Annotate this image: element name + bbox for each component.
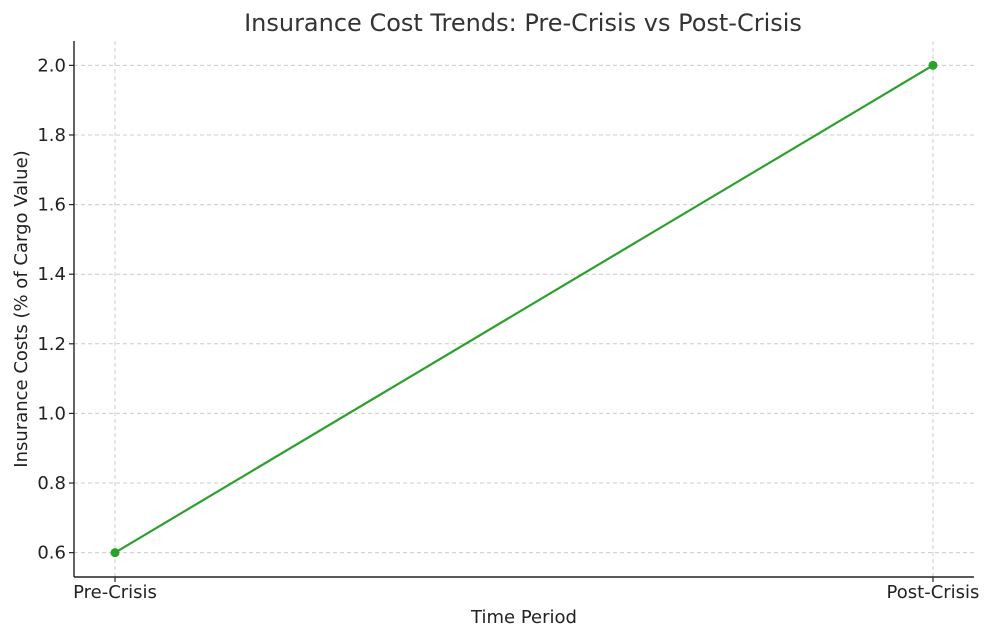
x-tick-label: Post-Crisis [887,582,980,603]
y-axis-label: Insurance Costs (% of Cargo Value) [11,150,32,467]
x-tick-label: Pre-Crisis [73,582,157,603]
y-tick-label: 1.0 [37,403,66,424]
data-point [110,548,120,558]
y-tick-label: 1.8 [37,125,66,146]
grid-layer [74,41,974,577]
series-line [114,64,934,554]
y-tick-label: 2.0 [37,55,66,76]
y-tick-label: 1.6 [37,195,66,216]
chart-title: Insurance Cost Trends: Pre-Crisis vs Pos… [244,9,802,37]
y-tick-label: 1.2 [37,334,66,355]
ticks-layer: 0.6 0.8 1.0 1.2 1.4 1.6 1.8 2.0 Pre-Crisis Post-C… [37,55,979,603]
series-layer [110,60,938,558]
data-point [928,60,938,70]
y-tick-label: 1.4 [37,264,66,285]
y-tick-label: 0.8 [37,473,66,494]
x-axis-label: Time Period [470,607,577,628]
y-tick-label: 0.6 [37,543,66,564]
